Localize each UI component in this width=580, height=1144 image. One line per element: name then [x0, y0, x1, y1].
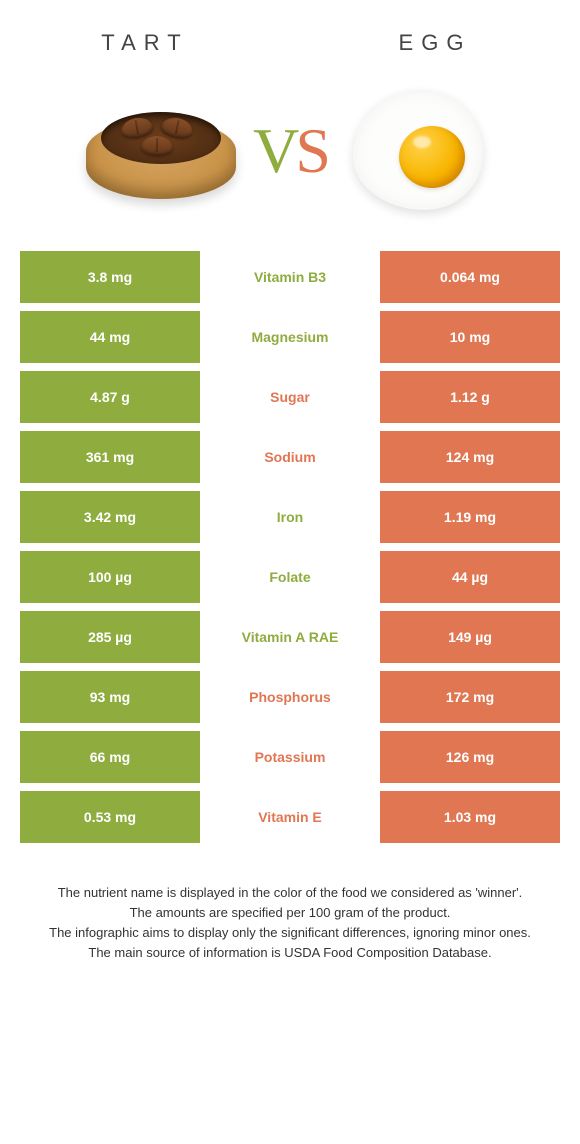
- egg-value: 44 µg: [380, 551, 560, 603]
- tart-value: 3.42 mg: [20, 491, 200, 543]
- egg-value: 1.12 g: [380, 371, 560, 423]
- tart-image: [78, 81, 243, 221]
- footer-line: The infographic aims to display only the…: [26, 923, 554, 943]
- table-row: 285 µgVitamin A RAE149 µg: [20, 611, 560, 663]
- header: TART EGG: [0, 0, 580, 66]
- nutrient-label: Magnesium: [200, 311, 380, 363]
- nutrient-label: Sugar: [200, 371, 380, 423]
- table-row: 93 mgPhosphorus172 mg: [20, 671, 560, 723]
- table-row: 66 mgPotassium126 mg: [20, 731, 560, 783]
- egg-value: 1.19 mg: [380, 491, 560, 543]
- nutrient-label: Vitamin B3: [200, 251, 380, 303]
- tart-value: 0.53 mg: [20, 791, 200, 843]
- footer-line: The main source of information is USDA F…: [26, 943, 554, 963]
- table-row: 0.53 mgVitamin E1.03 mg: [20, 791, 560, 843]
- tart-value: 100 µg: [20, 551, 200, 603]
- nutrient-label: Folate: [200, 551, 380, 603]
- nutrient-label: Vitamin E: [200, 791, 380, 843]
- table-row: 100 µgFolate44 µg: [20, 551, 560, 603]
- tart-value: 285 µg: [20, 611, 200, 663]
- table-row: 361 mgSodium124 mg: [20, 431, 560, 483]
- egg-value: 10 mg: [380, 311, 560, 363]
- table-row: 3.8 mgVitamin B30.064 mg: [20, 251, 560, 303]
- vs-row: VS: [0, 66, 580, 251]
- footer-notes: The nutrient name is displayed in the co…: [26, 883, 554, 964]
- tart-value: 361 mg: [20, 431, 200, 483]
- egg-value: 149 µg: [380, 611, 560, 663]
- footer-line: The nutrient name is displayed in the co…: [26, 883, 554, 903]
- egg-value: 126 mg: [380, 731, 560, 783]
- egg-image: [337, 81, 502, 221]
- nutrient-label: Vitamin A RAE: [200, 611, 380, 663]
- egg-value: 124 mg: [380, 431, 560, 483]
- tart-value: 44 mg: [20, 311, 200, 363]
- egg-value: 0.064 mg: [380, 251, 560, 303]
- food-a-title: TART: [0, 30, 290, 56]
- nutrient-label: Phosphorus: [200, 671, 380, 723]
- tart-value: 93 mg: [20, 671, 200, 723]
- footer-line: The amounts are specified per 100 gram o…: [26, 903, 554, 923]
- table-row: 3.42 mgIron1.19 mg: [20, 491, 560, 543]
- nutrient-label: Potassium: [200, 731, 380, 783]
- vs-label: VS: [253, 114, 327, 188]
- nutrient-table: 3.8 mgVitamin B30.064 mg44 mgMagnesium10…: [20, 251, 560, 843]
- tart-value: 3.8 mg: [20, 251, 200, 303]
- egg-value: 1.03 mg: [380, 791, 560, 843]
- egg-value: 172 mg: [380, 671, 560, 723]
- tart-value: 4.87 g: [20, 371, 200, 423]
- table-row: 44 mgMagnesium10 mg: [20, 311, 560, 363]
- food-b-title: EGG: [290, 30, 580, 56]
- table-row: 4.87 gSugar1.12 g: [20, 371, 560, 423]
- vs-s: S: [295, 115, 327, 186]
- tart-value: 66 mg: [20, 731, 200, 783]
- vs-v: V: [253, 115, 295, 186]
- nutrient-label: Sodium: [200, 431, 380, 483]
- nutrient-label: Iron: [200, 491, 380, 543]
